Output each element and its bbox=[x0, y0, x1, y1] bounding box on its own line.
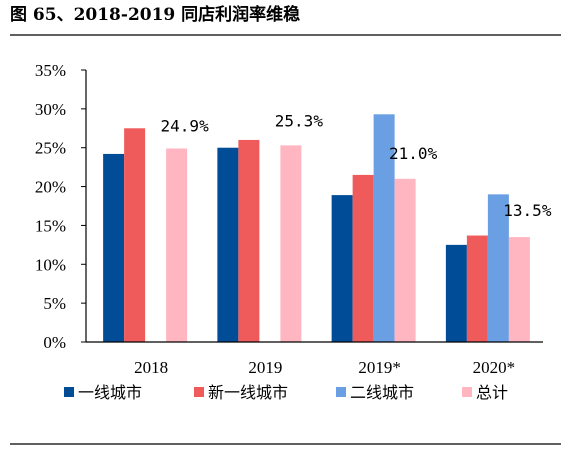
bar bbox=[124, 128, 146, 342]
bar bbox=[445, 244, 467, 342]
y-tick-label: 5% bbox=[43, 294, 66, 313]
bar bbox=[166, 148, 188, 342]
x-category-label: 2018 bbox=[134, 358, 168, 377]
legend-swatch bbox=[462, 387, 472, 397]
bar bbox=[466, 235, 488, 342]
y-tick-label: 15% bbox=[35, 216, 66, 235]
y-tick-label: 10% bbox=[35, 255, 66, 274]
bar bbox=[373, 114, 395, 342]
y-tick-label: 30% bbox=[35, 100, 66, 119]
x-category-label: 2019 bbox=[248, 358, 282, 377]
legend-label: 一线城市 bbox=[78, 383, 142, 402]
bar bbox=[352, 174, 374, 342]
y-tick-label: 25% bbox=[35, 139, 66, 158]
legend-swatch bbox=[194, 387, 204, 397]
y-tick-label: 35% bbox=[35, 61, 66, 80]
figure-title: 图 65、2018-2019 同店利润率维稳 bbox=[10, 4, 300, 25]
bar bbox=[487, 194, 509, 342]
data-labels-group: 24.9% 25.3% 21.0% 13.5% bbox=[161, 111, 552, 220]
y-tick-label: 0% bbox=[43, 333, 66, 352]
bars-group bbox=[103, 114, 530, 342]
data-label: 25.3% bbox=[275, 111, 324, 130]
bar bbox=[280, 145, 302, 342]
bar bbox=[394, 178, 416, 342]
data-label: 24.9% bbox=[161, 116, 210, 135]
data-label: 21.0% bbox=[389, 144, 438, 163]
legend-label: 总计 bbox=[476, 383, 508, 402]
legend-swatch bbox=[64, 387, 74, 397]
x-category-label: 2020* bbox=[473, 358, 516, 377]
bar bbox=[331, 195, 353, 342]
y-tick-label: 20% bbox=[35, 178, 66, 197]
bar bbox=[103, 153, 125, 342]
x-axis: 2018 2019 2019* 2020* bbox=[86, 341, 543, 377]
legend: 一线城市 新一线城市 二线城市 总计 bbox=[64, 383, 508, 402]
bar bbox=[217, 147, 239, 342]
bar bbox=[508, 237, 530, 342]
legend-label: 二线城市 bbox=[350, 383, 414, 402]
legend-swatch bbox=[336, 387, 346, 397]
y-axis: 0% 5% 10% 15% 20% 25% 30% 35% bbox=[35, 61, 87, 352]
legend-label: 新一线城市 bbox=[208, 383, 288, 402]
data-label: 13.5% bbox=[503, 201, 552, 220]
bar bbox=[238, 139, 260, 342]
x-category-label: 2019* bbox=[358, 358, 401, 377]
